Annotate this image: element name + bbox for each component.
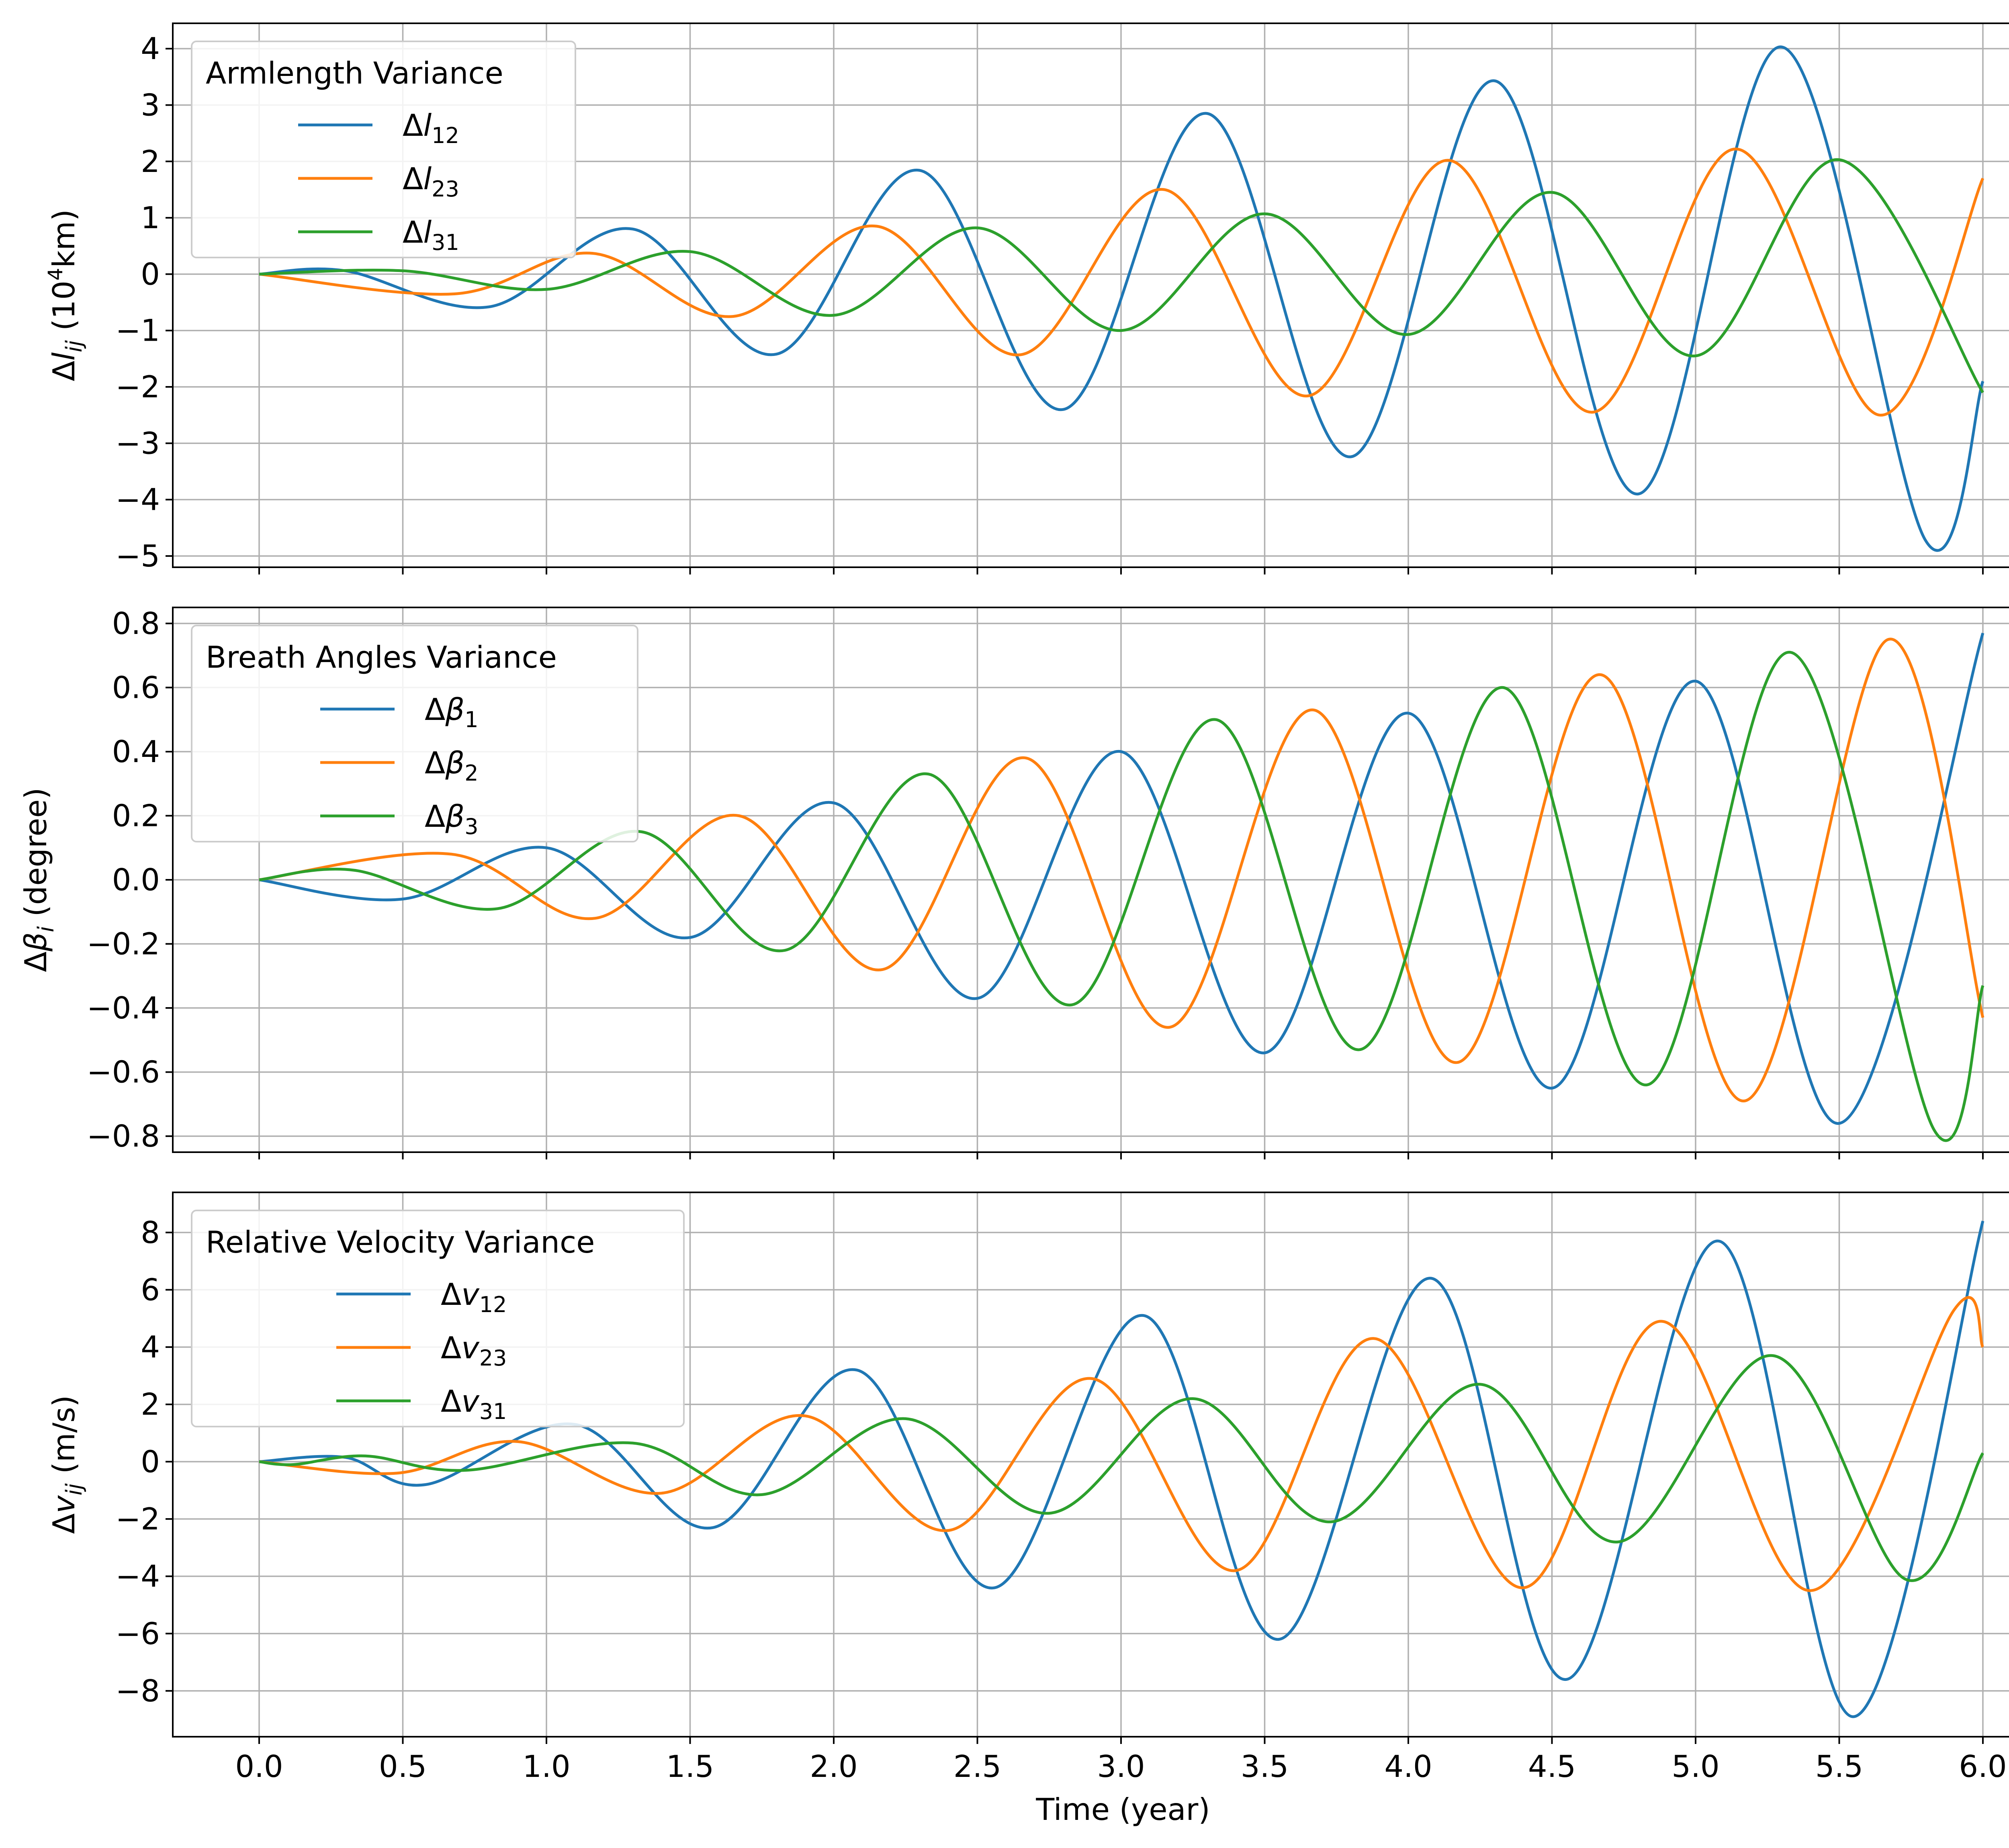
- x-tick-label: 4.0: [1384, 1749, 1432, 1784]
- x-tick-label: 3.5: [1241, 1749, 1289, 1784]
- x-tick-label: 2.0: [810, 1749, 857, 1784]
- armlength-panel: 4 3 2 1 0 −1 −2 −3 −4 −5 Δlij (104km) Armlength Var…: [44, 22, 2009, 574]
- breath-panel: 0.8 0.6 0.4 0.2 0.0 −0.2 −0.4 −0.6 −0.8 Δβi (degr…: [18, 606, 2009, 1159]
- x-tick-label: 6.0: [1959, 1749, 2007, 1784]
- y-tick-label: −8: [115, 1673, 160, 1709]
- y-tick-label: 0.2: [112, 798, 160, 833]
- x-tick-label: 5.5: [1815, 1749, 1863, 1784]
- series-line-3: [259, 1354, 1984, 1582]
- y-tick-label: 8: [141, 1215, 160, 1250]
- armlength-legend: Armlength Variance Δl12 Δl23 Δl31: [191, 41, 576, 258]
- series-line-2: [259, 147, 1984, 417]
- y-tick-label: 0.6: [112, 670, 160, 705]
- velocity-frame: [172, 1192, 2009, 1738]
- y-tick-label: 6: [141, 1272, 160, 1307]
- y-tick-label: −6: [115, 1616, 160, 1651]
- armlength-frame: [172, 22, 2009, 568]
- legend-entry-1: Δv12: [441, 1277, 507, 1317]
- x-tick-label: 0.0: [235, 1749, 283, 1784]
- breath-grid: [173, 607, 2009, 1152]
- y-tick-label: 0: [141, 256, 160, 292]
- legend-entry-2: Δβ2: [425, 745, 479, 786]
- legend-entry-3: Δv31: [441, 1384, 507, 1424]
- velocity-series: [259, 1220, 1984, 1718]
- y-tick-label: −4: [115, 1559, 160, 1594]
- x-axis-label: Time (year): [1035, 1792, 1210, 1827]
- y-tick-label: 3: [141, 87, 160, 123]
- x-tick-label: 0.5: [379, 1749, 427, 1784]
- y-axis-label: Δvij (m/s): [46, 1395, 87, 1534]
- series-line-3: [259, 651, 1984, 1142]
- legend-box: [191, 41, 576, 258]
- legend-title: Breath Angles Variance: [206, 640, 557, 675]
- legend-box: [191, 625, 638, 842]
- y-tick-label: 0.0: [112, 862, 160, 897]
- y-tick-label: −2: [115, 369, 160, 405]
- legend-title: Relative Velocity Variance: [206, 1225, 595, 1260]
- legend-entry-3: Δβ3: [425, 799, 479, 839]
- series-line-1: [259, 1220, 1984, 1718]
- series-line-1: [259, 45, 1984, 552]
- y-tick-label: −5: [115, 538, 160, 574]
- legend-box: [191, 1210, 685, 1427]
- y-tick-label: 2: [141, 144, 160, 179]
- y-tick-label: 2: [141, 1387, 160, 1422]
- y-tick-label: −0.8: [87, 1118, 160, 1154]
- y-tick-label: 0.4: [112, 734, 160, 769]
- series-line-2: [259, 638, 1984, 1102]
- y-tick-label: 4: [141, 1329, 160, 1365]
- breath-series: [259, 632, 1984, 1142]
- series-line-1: [259, 632, 1984, 1125]
- y-tick-label: 1: [141, 200, 160, 235]
- y-tick-label: −4: [115, 482, 160, 517]
- series-line-3: [259, 158, 1984, 393]
- y-axis-label: Δβi (degree): [18, 787, 59, 972]
- legend-entry-2: Δl23: [403, 161, 459, 202]
- legend-entry-1: Δβ1: [425, 692, 479, 732]
- velocity-legend: Relative Velocity Variance Δv12 Δv23 Δv31: [191, 1210, 685, 1427]
- series-line-2: [259, 1296, 1984, 1592]
- y-tick-label: −2: [115, 1501, 160, 1537]
- y-tick-label: −3: [115, 425, 160, 461]
- y-tick-label: −1: [115, 313, 160, 348]
- legend-entry-1: Δl12: [403, 108, 459, 148]
- y-tick-label: −0.2: [87, 926, 160, 962]
- x-tick-label: 5.0: [1671, 1749, 1719, 1784]
- x-tick-label: 2.5: [953, 1749, 1001, 1784]
- breath-legend: Breath Angles Variance Δβ1 Δβ2 Δβ3: [191, 625, 638, 842]
- legend-title: Armlength Variance: [206, 55, 503, 91]
- y-tick-label: 0.8: [112, 606, 160, 641]
- velocity-panel: 8 6 4 2 0 −2 −4 −6 −8 Δvij (m/s) Relative Velocity…: [46, 1192, 2009, 1827]
- y-tick-label: 0: [141, 1444, 160, 1479]
- x-tick-label: 1.0: [522, 1749, 570, 1784]
- y-tick-label: −0.6: [87, 1055, 160, 1090]
- legend-entry-3: Δl31: [403, 215, 459, 255]
- legend-entry-2: Δv23: [441, 1330, 507, 1371]
- y-tick-label: 4: [141, 31, 160, 66]
- y-tick-label: −0.4: [87, 990, 160, 1026]
- armlength-series: [259, 45, 1984, 552]
- y-axis-label: Δlij (104km): [44, 209, 87, 381]
- x-tick-label: 1.5: [666, 1749, 714, 1784]
- x-tick-label: 4.5: [1528, 1749, 1576, 1784]
- x-tick-label: 3.0: [1097, 1749, 1145, 1784]
